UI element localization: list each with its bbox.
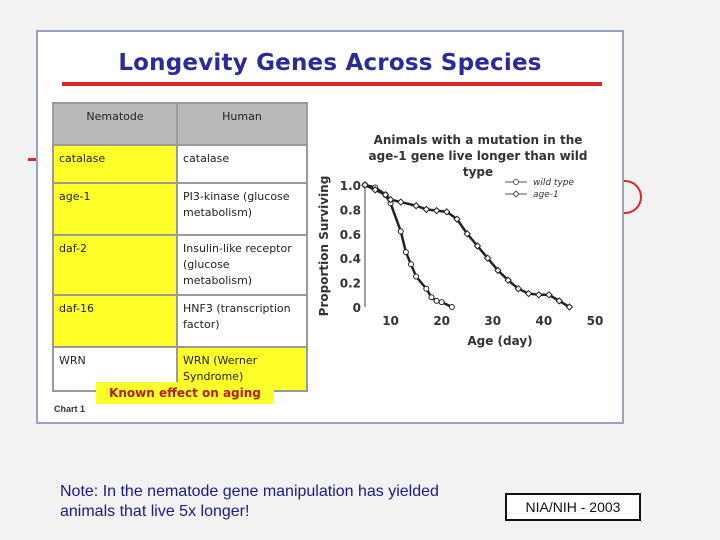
x-tick-label: 30 bbox=[484, 314, 501, 328]
data-point-age-1 bbox=[473, 242, 482, 250]
y-axis-label: Proportion Surviving bbox=[317, 176, 331, 317]
data-point-age-1 bbox=[453, 215, 461, 223]
table-row: daf-16 HNF3 (transcription factor) bbox=[52, 294, 308, 348]
survival-chart: 0 0.2 0.4 0.6 0.8 1.0 10 20 30 40 50 Age (day) Propo… bbox=[317, 176, 604, 348]
legend-marker-age-1 bbox=[512, 190, 520, 198]
data-point-age-1 bbox=[371, 186, 379, 194]
data-point-age-1 bbox=[397, 198, 405, 206]
data-point-age-1 bbox=[443, 208, 451, 216]
y-tick-label: 0.4 bbox=[340, 252, 361, 266]
data-point-age-1 bbox=[463, 230, 471, 238]
y-tick-label: 1.0 bbox=[340, 179, 361, 193]
known-effect-key: Known effect on aging bbox=[96, 382, 274, 404]
human-gene-cell: WRN (Werner Syndrome) bbox=[176, 346, 308, 392]
nematode-gene-cell: daf-16 bbox=[52, 294, 178, 348]
x-tick-label: 40 bbox=[536, 314, 553, 328]
data-point-age-1 bbox=[545, 291, 553, 299]
data-point-age-1 bbox=[524, 289, 533, 298]
data-point-age-1 bbox=[432, 206, 441, 215]
data-point-age-1 bbox=[381, 191, 390, 199]
figure-title: Longevity Genes Across Species bbox=[118, 50, 542, 76]
data-point-wild-type bbox=[423, 285, 430, 292]
data-point-age-1 bbox=[504, 276, 512, 284]
y-tick-label: 0.8 bbox=[340, 203, 361, 217]
data-point-age-1 bbox=[565, 303, 574, 311]
legend-label-age-1: age-1 bbox=[533, 190, 559, 200]
legend-label-wild-type: wild type bbox=[533, 178, 575, 188]
title-underline bbox=[62, 82, 602, 86]
data-point-age-1 bbox=[555, 297, 563, 305]
data-point-wild-type bbox=[408, 261, 414, 268]
y-tick-label: 0 bbox=[353, 301, 361, 315]
table-row: catalase catalase bbox=[52, 144, 308, 184]
human-gene-cell: catalase bbox=[176, 144, 308, 184]
y-tick-label: 0.2 bbox=[340, 277, 361, 291]
data-point-wild-type bbox=[402, 249, 409, 256]
nematode-gene-cell: age-1 bbox=[52, 182, 178, 236]
data-point-wild-type bbox=[448, 304, 455, 310]
legend-marker-wild-type bbox=[513, 179, 519, 185]
human-gene-cell: PI3-kinase (glucose metabolism) bbox=[176, 182, 308, 236]
nematode-gene-cell: catalase bbox=[52, 144, 178, 184]
data-point-wild-type bbox=[428, 294, 435, 301]
x-axis-label: Age (day) bbox=[467, 334, 532, 348]
chart-caption: Chart 1 bbox=[54, 404, 86, 414]
x-tick-label: 50 bbox=[587, 314, 604, 328]
data-point-wild-type bbox=[433, 297, 440, 304]
table-row: age-1 PI3-kinase (glucose metabolism) bbox=[52, 182, 308, 236]
data-point-wild-type bbox=[397, 228, 404, 235]
red-accent-arc bbox=[624, 180, 642, 214]
series-line-age-1 bbox=[364, 183, 571, 309]
data-point-age-1 bbox=[412, 202, 420, 210]
y-tick-label: 0.6 bbox=[340, 228, 361, 242]
data-point-age-1 bbox=[535, 291, 543, 299]
human-gene-cell: Insulin-like receptor (glucose metabolis… bbox=[176, 234, 308, 296]
footer-note: Note: In the nematode gene manipulation … bbox=[60, 483, 439, 520]
table-header-human: Human bbox=[176, 102, 308, 146]
longevity-genes-table: Nematode Human catalase catalase age-1 P… bbox=[52, 102, 308, 392]
data-point-age-1 bbox=[483, 254, 492, 262]
data-point-age-1 bbox=[361, 181, 369, 189]
human-gene-cell: HNF3 (transcription factor) bbox=[176, 294, 308, 348]
x-tick-label: 20 bbox=[433, 314, 450, 328]
table-header-nematode: Nematode bbox=[52, 102, 178, 146]
data-point-age-1 bbox=[514, 284, 523, 293]
data-point-age-1 bbox=[386, 195, 395, 204]
credit-box: NIA/NIH - 2003 bbox=[505, 493, 641, 521]
data-point-wild-type bbox=[438, 299, 445, 306]
nematode-gene-cell: daf-2 bbox=[52, 234, 178, 296]
data-point-wild-type bbox=[413, 273, 420, 280]
x-tick-label: 10 bbox=[382, 314, 399, 328]
data-point-age-1 bbox=[422, 205, 431, 214]
table-row: WRN WRN (Werner Syndrome) bbox=[52, 346, 308, 392]
red-accent-mark bbox=[28, 158, 36, 161]
data-point-age-1 bbox=[494, 266, 502, 275]
table-row: daf-2 Insulin-like receptor (glucose met… bbox=[52, 234, 308, 296]
chart-title: Animals with a mutation in the age-1 gen… bbox=[368, 133, 588, 179]
